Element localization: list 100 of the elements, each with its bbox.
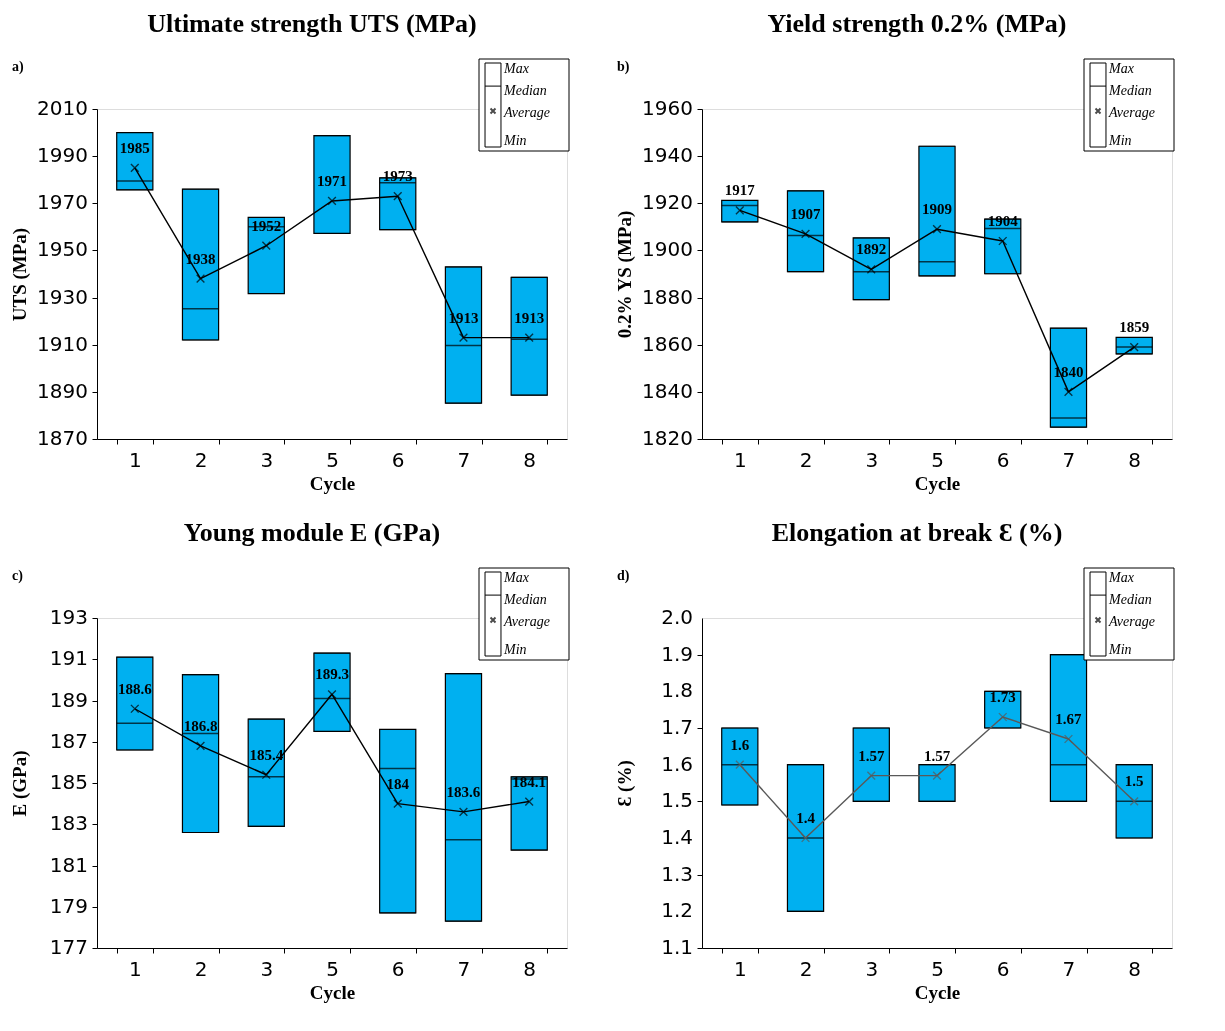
data-label: 1.57 <box>923 747 951 764</box>
y-tick-label: 1.1 <box>661 935 693 959</box>
data-label: 1973 <box>382 168 413 185</box>
point <box>393 799 403 809</box>
x-tick-label: 1 <box>733 447 747 472</box>
x-tick-label: 8 <box>523 447 537 472</box>
point <box>1063 734 1074 744</box>
text: Median <box>503 83 547 98</box>
point <box>261 241 271 251</box>
y-tick-label: 1.2 <box>661 898 693 923</box>
y-tick-label: 1930 <box>37 284 88 309</box>
annotation: Min <box>503 133 527 148</box>
chart-title: Young module E (GPa) <box>183 517 441 547</box>
y-tick-label: 1840 <box>642 378 693 403</box>
text: Max <box>1108 61 1135 76</box>
y-tick-label: 1900 <box>642 237 693 262</box>
x-tick-label: 5 <box>326 447 339 472</box>
annotation: Average <box>503 614 550 629</box>
annotation: Min <box>1108 642 1132 657</box>
point <box>932 224 942 234</box>
chart-title: Yield strength 0.2% (MPa) <box>767 8 1067 38</box>
point <box>1129 796 1139 806</box>
x-tick-label: 8 <box>1128 956 1142 981</box>
point <box>130 704 140 714</box>
y-tick-label: 1.4 <box>661 825 693 849</box>
y-tick-label: 1.9 <box>661 641 693 666</box>
y-tick-label: 1990 <box>37 143 88 168</box>
annotation: Min <box>503 642 527 657</box>
data-label: 1.6 <box>730 736 750 753</box>
data-label: 1.5 <box>1124 773 1144 790</box>
y-axis-title: UTS (MPa) <box>9 227 31 322</box>
x-tick-label: 2 <box>799 447 813 472</box>
data-label: 1892 <box>856 241 887 258</box>
annotation: Average <box>1108 614 1155 629</box>
text: a) <box>12 59 24 75</box>
y-tick-label: 1870 <box>37 426 88 450</box>
y-tick-label: 187 <box>49 728 88 753</box>
data-label: 1985 <box>119 139 150 156</box>
y-tick-label: 1860 <box>642 331 693 356</box>
point <box>195 274 206 284</box>
x-tick-label: 5 <box>931 447 944 472</box>
x-tick-label: 7 <box>457 956 471 981</box>
x-tick-label: 7 <box>1062 447 1076 472</box>
point <box>998 236 1008 246</box>
x-tick-label: 2 <box>194 956 208 981</box>
point <box>327 196 337 206</box>
y-tick-label: 181 <box>49 852 88 877</box>
point <box>130 163 140 173</box>
point <box>524 796 534 807</box>
data-label: 188.6 <box>117 680 153 697</box>
data-label: 1.73 <box>989 689 1016 705</box>
point <box>261 770 271 780</box>
data-label: 184 <box>386 775 410 792</box>
point <box>1063 387 1074 397</box>
x-axis-title: Cycle <box>914 472 961 494</box>
point <box>800 229 811 239</box>
data-label: 1913 <box>514 309 545 326</box>
point <box>866 264 876 274</box>
x-tick-label: 6 <box>391 447 405 472</box>
point <box>393 191 403 201</box>
y-tick-label: 1.6 <box>661 751 693 776</box>
y-tick-label: 189 <box>49 687 88 712</box>
x-tick-label: 6 <box>996 447 1010 472</box>
data-label: 1.57 <box>858 747 885 764</box>
y-tick-label: 2.0 <box>661 605 693 629</box>
y-tick-label: 193 <box>49 605 88 629</box>
point <box>735 760 745 770</box>
point <box>458 807 469 817</box>
point <box>800 833 811 843</box>
y-axis-title: Ɛ (%) <box>614 760 636 807</box>
y-tick-label: 1970 <box>37 190 88 215</box>
x-tick-label: 7 <box>1062 956 1076 981</box>
point <box>998 712 1008 722</box>
text: Median <box>503 592 547 607</box>
text: Max <box>503 570 530 585</box>
data-label: 1859 <box>1119 319 1150 336</box>
x-tick-label: 8 <box>523 956 537 981</box>
x-tick-label: 2 <box>194 447 208 472</box>
point <box>524 333 534 343</box>
chart-title: Ultimate strength UTS (MPa) <box>147 8 477 38</box>
text: Median <box>1108 83 1152 98</box>
y-tick-label: 179 <box>49 893 88 918</box>
text: c) <box>12 568 24 584</box>
x-axis-title: Cycle <box>309 472 356 494</box>
y-tick-label: 1.8 <box>661 678 693 703</box>
point <box>866 771 876 781</box>
y-tick-label: 1880 <box>642 284 693 309</box>
x-axis-title: Cycle <box>309 981 356 1003</box>
y-axis-title: E (GPa) <box>9 750 31 817</box>
y-tick-label: 191 <box>49 646 88 671</box>
point <box>932 771 942 781</box>
y-tick-label: 1950 <box>37 237 88 262</box>
x-tick-label: 5 <box>326 956 339 981</box>
y-tick-label: 1.3 <box>661 861 693 886</box>
text: d) <box>617 568 630 584</box>
x-tick-label: 1 <box>128 956 142 981</box>
annotation: Min <box>1108 133 1132 148</box>
x-tick-label: 1 <box>128 447 142 472</box>
y-tick-label: 1890 <box>37 378 88 403</box>
y-tick-label: 1.5 <box>661 788 693 813</box>
